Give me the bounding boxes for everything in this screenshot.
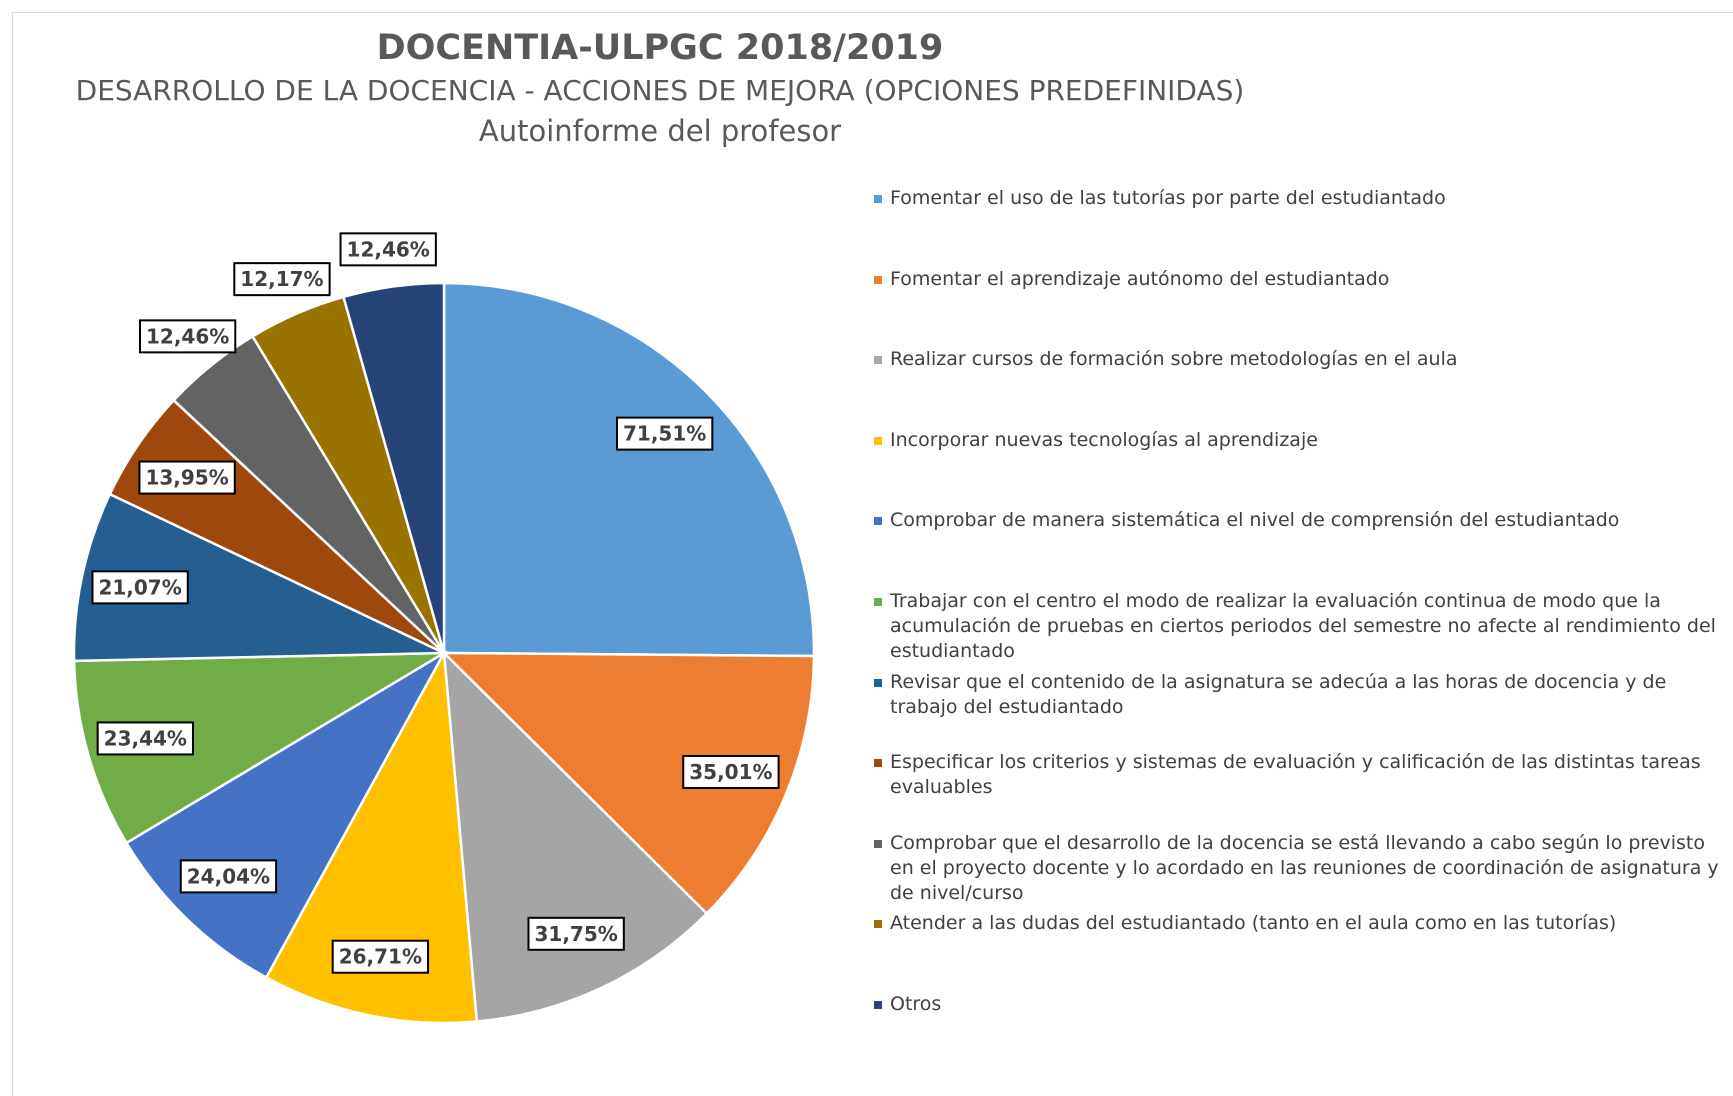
pie-slice	[442, 649, 709, 1023]
pie-slice	[72, 651, 449, 845]
legend-item: Incorporar nuevas tecnologías al aprendi…	[868, 428, 1728, 453]
pie-slice	[440, 651, 816, 916]
chart-title: DOCENTIA-ULPGC 2018/2019	[376, 28, 944, 68]
legend-label: Atender a las dudas del estudiantado (ta…	[890, 912, 1617, 935]
data-label-box	[682, 754, 780, 789]
legend-label: Comprobar que el desarrollo de la docenc…	[890, 831, 1719, 904]
chart-subtitle: DESARROLLO DE LA DOCENCIA - ACCIONES DE …	[75, 74, 1245, 107]
legend-item: Fomentar el aprendizaje autónomo del est…	[868, 267, 1728, 292]
data-label: 26,71%	[339, 945, 422, 969]
data-label: 21,07%	[98, 575, 181, 599]
legend-label: Comprobar de manera sistemática el nivel…	[890, 509, 1620, 532]
legend-swatch	[874, 678, 882, 687]
data-label-box	[616, 416, 714, 451]
legend-item: Comprobar de manera sistemática el nivel…	[868, 508, 1728, 533]
legend-label: Fomentar el aprendizaje autónomo del est…	[890, 267, 1390, 290]
legend-item: Trabajar con el centro el modo de realiz…	[868, 589, 1728, 664]
legend-swatch	[874, 1001, 882, 1009]
legend-item: Fomentar el uso de las tutorías por part…	[868, 186, 1728, 211]
legend-swatch	[874, 275, 882, 284]
data-label: 23,44%	[104, 726, 187, 750]
legend-item: Otros	[868, 992, 1728, 1017]
legend-swatch	[874, 839, 882, 848]
legend-label: Especificar los criterios y sistemas de …	[890, 751, 1701, 799]
data-label: 12,46%	[146, 324, 229, 348]
data-label-box	[339, 232, 437, 267]
legend-label: Trabajar con el centro el modo de realiz…	[890, 590, 1716, 662]
legend-swatch	[874, 356, 882, 365]
legend-label: Revisar que el contenido de la asignatur…	[890, 670, 1667, 718]
legend-item: Especificar los criterios y sistemas de …	[868, 750, 1728, 800]
legend-swatch	[874, 598, 882, 606]
legend-label: Realizar cursos de formación sobre metod…	[890, 348, 1458, 371]
data-label: 12,17%	[240, 267, 323, 291]
pie-slice	[124, 649, 448, 980]
legend-swatch	[874, 759, 882, 768]
data-label-box	[233, 262, 331, 297]
data-label-box	[527, 916, 625, 951]
legend-swatch	[874, 436, 882, 445]
data-label: 71,51%	[623, 422, 706, 446]
pie-slice	[72, 492, 445, 663]
legend-item: Realizar cursos de formación sobre metod…	[868, 347, 1728, 372]
data-label: 13,95%	[145, 466, 228, 490]
data-label-box	[179, 859, 278, 894]
data-label: 24,04%	[187, 864, 270, 888]
chart-frame	[12, 12, 1733, 1096]
data-label-box	[138, 319, 237, 354]
pie-slice	[341, 281, 446, 654]
data-label: 12,46%	[347, 237, 430, 261]
legend-swatch	[874, 920, 882, 929]
legend-label: Fomentar el uso de las tutorías por part…	[890, 187, 1446, 209]
data-label-box	[331, 939, 430, 974]
legend-swatch	[874, 517, 882, 526]
pie-slice	[264, 648, 479, 1025]
data-label: 35,01%	[689, 760, 772, 784]
legend-label: Incorporar nuevas tecnologías al aprendi…	[890, 428, 1318, 451]
legend-label: Otros	[890, 993, 942, 1015]
data-label-box	[138, 460, 236, 495]
legend-item: Comprobar que el desarrollo de la docenc…	[868, 831, 1728, 906]
data-label: 31,75%	[534, 922, 617, 946]
legend-item: Atender a las dudas del estudiantado (ta…	[868, 911, 1728, 936]
legend-swatch	[874, 195, 882, 203]
pie-slice	[442, 281, 816, 658]
data-label-box	[96, 721, 194, 756]
legend-item: Revisar que el contenido de la asignatur…	[868, 670, 1728, 720]
data-label-box	[91, 570, 189, 605]
chart-subtitle: Autoinforme del profesor	[478, 114, 842, 148]
